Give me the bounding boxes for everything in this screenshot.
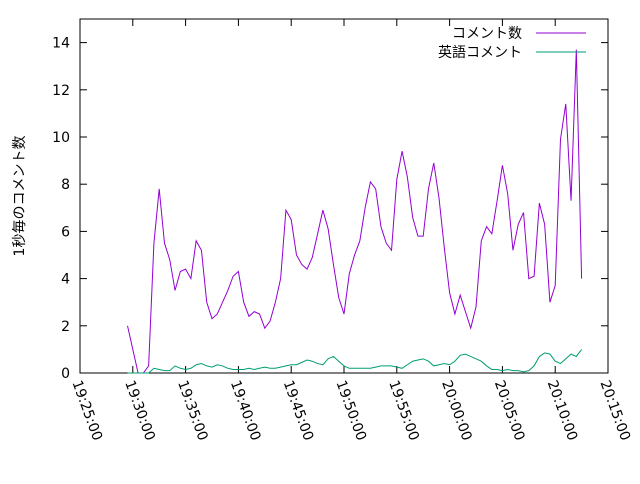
x-tick-label: 19:25:00	[68, 378, 105, 443]
y-tick-label: 6	[61, 224, 70, 240]
series-line	[127, 349, 583, 374]
y-axis-label: 1秒毎のコメント数	[12, 136, 28, 257]
x-tick-label: 19:50:00	[332, 378, 369, 443]
x-tick-label: 20:05:00	[491, 378, 528, 443]
x-tick-label: 20:10:00	[544, 378, 581, 443]
y-tick-label: 8	[61, 177, 70, 193]
plot-border	[79, 18, 609, 374]
x-tick-label: 20:15:00	[596, 378, 633, 443]
y-tick-label: 4	[61, 272, 70, 288]
x-tick-label: 20:00:00	[438, 378, 475, 443]
x-tick-label: 19:55:00	[385, 378, 422, 443]
series-line	[127, 49, 583, 374]
y-tick-label: 14	[52, 36, 70, 52]
y-tick-label: 2	[61, 319, 70, 335]
legend-label: 英語コメント	[438, 44, 522, 61]
x-tick-label: 19:45:00	[280, 378, 317, 443]
legend-label: コメント数	[452, 26, 522, 42]
y-tick-label: 0	[61, 366, 70, 382]
x-tick-label: 19:30:00	[121, 378, 158, 443]
y-tick-label: 12	[52, 83, 70, 99]
x-tick-label: 19:35:00	[174, 378, 211, 443]
x-tick-label: 19:40:00	[227, 378, 264, 443]
y-tick-label: 10	[52, 130, 70, 146]
